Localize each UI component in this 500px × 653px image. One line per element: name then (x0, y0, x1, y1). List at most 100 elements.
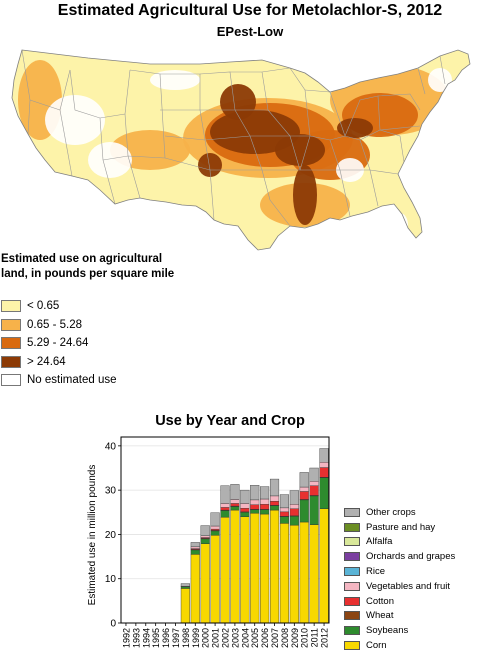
crop-legend-label: Orchards and grapes (366, 551, 455, 562)
bar-segment (270, 496, 279, 501)
legend-swatch (1, 374, 21, 386)
crop-legend-swatch (344, 523, 360, 532)
legend-swatch (1, 356, 21, 368)
bar-segment (250, 513, 259, 623)
legend-item-5: No estimated use (1, 371, 117, 390)
x-tick-label: 2008 (280, 628, 290, 648)
legend-title: Estimated use on agricultural land, in p… (1, 252, 176, 282)
legend-swatch (1, 319, 21, 331)
x-tick-label: 2007 (270, 628, 280, 648)
usage-region (428, 68, 452, 92)
bar-segment (290, 509, 299, 516)
bar-segment (300, 487, 309, 491)
bar-segment (240, 503, 249, 508)
x-tick-label: 2003 (230, 628, 240, 648)
crop-legend-swatch (344, 597, 360, 606)
bar-segment (310, 486, 319, 496)
bar-segment (260, 514, 269, 623)
bar-segment (300, 491, 309, 499)
x-tick-label: 1999 (191, 628, 201, 648)
bar-segment (240, 517, 249, 623)
bar-segment (280, 517, 289, 524)
crop-legend-label: Soybeans (366, 625, 408, 636)
x-tick-label: 2002 (221, 628, 231, 648)
crop-legend-label: Rice (366, 566, 385, 577)
x-tick-label: 2012 (320, 628, 330, 648)
bar-segment (280, 512, 289, 516)
bar-segment (181, 587, 190, 589)
usage-regions (10, 45, 490, 255)
x-tick-label: 1998 (181, 628, 191, 648)
x-tick-label: 2000 (201, 628, 211, 648)
bar-segment (290, 516, 299, 525)
chart-title: Use by Year and Crop (120, 413, 340, 429)
y-tick-label: 30 (105, 486, 117, 497)
legend-label: 0.65 - 5.28 (27, 319, 82, 331)
legend-swatch (1, 337, 21, 349)
bar-segment (290, 504, 299, 508)
crop-legend-label: Other crops (366, 507, 416, 518)
bar-segment (221, 511, 230, 518)
legend-item-3: 5.29 - 24.64 (1, 334, 117, 353)
x-tick-label: 2009 (290, 628, 300, 648)
crop-legend-item: Wheat (344, 609, 455, 624)
bar-segment (310, 468, 319, 481)
x-tick-label: 1992 (121, 628, 131, 648)
x-tick-label: 2010 (300, 628, 310, 648)
bar-segment (240, 508, 249, 512)
bar-segment (250, 510, 259, 514)
legend-item-4: > 24.64 (1, 353, 117, 372)
crop-legend-item: Vegetables and fruit (344, 579, 455, 594)
crop-legend-label: Wheat (366, 610, 393, 621)
bar-segment (270, 501, 279, 505)
bar-segment (320, 468, 329, 478)
bar-segment (270, 510, 279, 623)
map-subtitle: EPest-Low (0, 24, 500, 39)
x-tick-label: 1994 (141, 628, 151, 648)
bar-segment (320, 449, 329, 463)
bar-segment (231, 499, 240, 503)
bar-segment (201, 526, 210, 536)
x-tick-label: 1996 (161, 628, 171, 648)
legend-label: < 0.65 (27, 300, 59, 312)
bar-segment (221, 507, 230, 510)
bar-segment (250, 500, 259, 505)
bar-segment (191, 550, 200, 554)
bar-segment (181, 588, 190, 623)
bar-segment (250, 505, 259, 509)
crop-legend-swatch (344, 626, 360, 635)
y-tick-label: 10 (105, 574, 117, 585)
usage-region (392, 213, 408, 237)
crop-legend-swatch (344, 582, 360, 591)
crop-legend-swatch (344, 552, 360, 561)
bar-segment (211, 526, 220, 529)
bar-segment (290, 491, 299, 505)
legend-label: > 24.64 (27, 356, 66, 368)
bar-segment (231, 510, 240, 623)
y-tick-label: 40 (105, 441, 117, 452)
crop-legend-label: Alfalfa (366, 536, 392, 547)
bar-segment (260, 499, 269, 504)
bar-segment (310, 481, 319, 485)
usage-region (150, 70, 200, 90)
bar-segment (300, 472, 309, 487)
x-tick-label: 2011 (310, 628, 320, 647)
crop-legend-swatch (344, 537, 360, 546)
map-title: Estimated Agricultural Use for Metolachl… (0, 2, 500, 20)
bar-segment (191, 542, 200, 546)
bar-segment (290, 525, 299, 623)
crop-legend-item: Soybeans (344, 623, 455, 638)
bar-segment (310, 496, 319, 525)
x-tick-label: 2006 (260, 628, 270, 648)
crop-legend-item: Alfalfa (344, 535, 455, 550)
bar-segment (300, 500, 309, 522)
legend-label: No estimated use (27, 374, 117, 386)
bar-segment (260, 487, 269, 499)
bar-segment (191, 547, 200, 549)
usage-region (22, 145, 38, 175)
bar-segment (231, 484, 240, 499)
